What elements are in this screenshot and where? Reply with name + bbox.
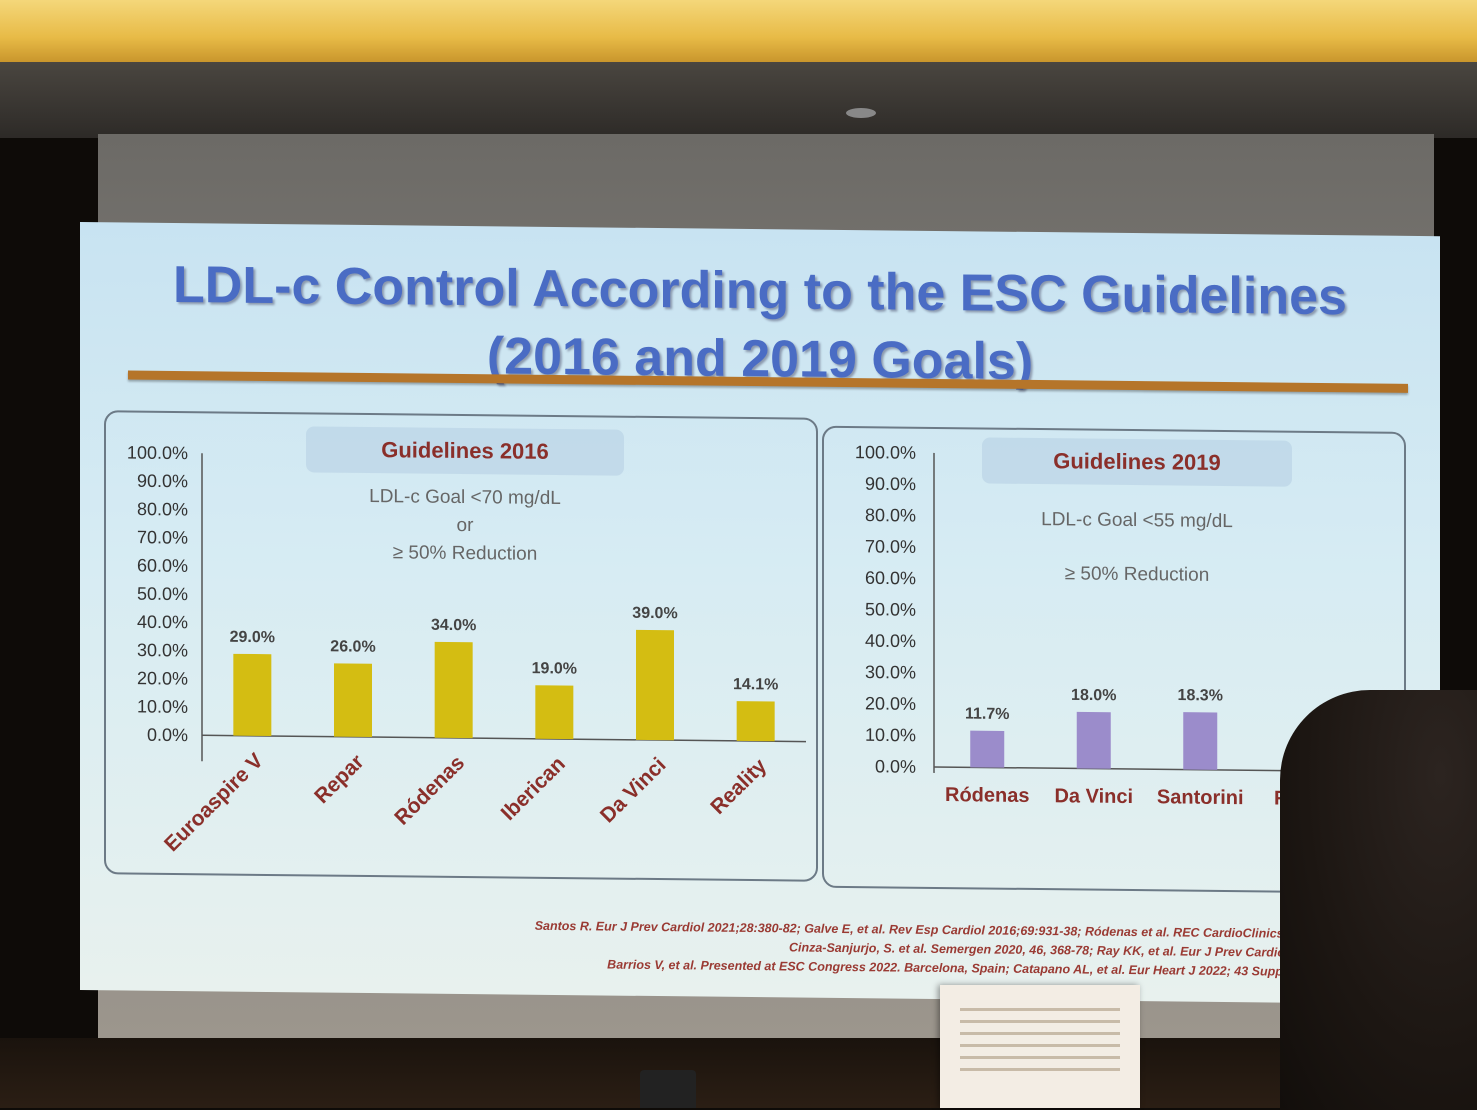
slide-title-line1: LDL-c Control According to the ESC Guide… bbox=[173, 255, 1347, 327]
x-tick-label: Reality bbox=[706, 754, 771, 819]
x-tick-label: Repar bbox=[310, 750, 368, 808]
y-tick-label: 20.0% bbox=[137, 668, 188, 689]
bar bbox=[736, 701, 775, 742]
bar-chart-2016: 0.0% 10.0% 20.0% 30.0% 40.0% 50.0% 60.0% 70.0% 8… bbox=[127, 442, 806, 856]
x-tick-label: Iberican bbox=[497, 752, 570, 825]
ceiling-light bbox=[0, 0, 1477, 62]
y-tick-label: 20.0% bbox=[865, 693, 916, 714]
y-tick-label: 100.0% bbox=[127, 442, 188, 463]
y-tick-label: 60.0% bbox=[137, 555, 188, 576]
bar-chart-2019: 0.0% 10.0% 20.0% 30.0% 40.0% 50.0% 60.0% 70.0% 8… bbox=[855, 442, 1360, 810]
ceiling-sprinkler bbox=[846, 108, 876, 118]
x-tick-label: Ródenas bbox=[945, 784, 1029, 807]
presentation-slide: LDL-c Control According to the ESC Guide… bbox=[80, 222, 1440, 1005]
bar bbox=[334, 663, 372, 738]
y-tick-label: 60.0% bbox=[865, 568, 916, 589]
references: Santos R. Eur J Prev Cardiol 2021;28:380… bbox=[392, 915, 1392, 982]
audience-person bbox=[1280, 690, 1477, 1110]
bar bbox=[535, 685, 574, 740]
y-tick-label: 90.0% bbox=[865, 474, 916, 495]
x-tick-label: Ródenas bbox=[390, 751, 469, 829]
y-tick-label: 70.0% bbox=[865, 536, 916, 557]
data-label: 18.0% bbox=[1071, 687, 1116, 704]
x-tick-label: Da Vinci bbox=[596, 753, 671, 827]
bar bbox=[434, 641, 473, 739]
bar bbox=[233, 653, 272, 737]
y-tick-label: 50.0% bbox=[865, 599, 916, 620]
chart-panel-2019: Guidelines 2019 LDL-c Goal <55 mg/dL ≥ 5… bbox=[822, 425, 1406, 894]
x-tick-label: Santorini bbox=[1157, 786, 1244, 809]
y-tick-label: 50.0% bbox=[137, 584, 188, 605]
bar bbox=[1183, 712, 1218, 770]
data-label: 11.7% bbox=[965, 706, 1009, 723]
data-label: 14.1% bbox=[733, 676, 778, 693]
table-menu-card bbox=[940, 985, 1140, 1108]
y-tick-label: 70.0% bbox=[137, 527, 188, 548]
room-floor-area bbox=[0, 1038, 1477, 1108]
data-label: 29.0% bbox=[230, 629, 275, 646]
x-axis-line bbox=[202, 734, 806, 743]
y-tick-label: 10.0% bbox=[865, 725, 916, 746]
data-label: 26.0% bbox=[330, 638, 375, 655]
bar bbox=[970, 730, 1005, 768]
bar bbox=[1076, 711, 1111, 769]
cup bbox=[640, 1070, 696, 1108]
y-tick-label: 30.0% bbox=[137, 640, 188, 661]
ceiling bbox=[0, 62, 1477, 138]
y-tick-label: 80.0% bbox=[137, 499, 188, 520]
y-tick-label: 30.0% bbox=[865, 662, 916, 683]
data-label: 39.0% bbox=[632, 605, 677, 622]
y-tick-label: 80.0% bbox=[865, 505, 916, 526]
y-tick-label: 0.0% bbox=[147, 725, 188, 745]
y-tick-label: 90.0% bbox=[137, 471, 188, 492]
data-label: 19.0% bbox=[532, 660, 577, 677]
data-label: 18.3% bbox=[1178, 687, 1223, 704]
y-tick-label: 100.0% bbox=[855, 442, 916, 463]
y-tick-label: 0.0% bbox=[875, 756, 916, 776]
y-tick-label: 40.0% bbox=[137, 612, 188, 633]
data-label: 34.0% bbox=[431, 617, 476, 634]
x-tick-label: Euroaspire V bbox=[160, 749, 268, 856]
bar bbox=[636, 629, 674, 741]
y-tick-label: 40.0% bbox=[865, 631, 916, 652]
y-tick-label: 10.0% bbox=[137, 696, 188, 717]
x-tick-label: Da Vinci bbox=[1054, 785, 1133, 808]
chart-panel-2016: Guidelines 2016 LDL-c Goal <70 mg/dL or … bbox=[104, 410, 818, 882]
